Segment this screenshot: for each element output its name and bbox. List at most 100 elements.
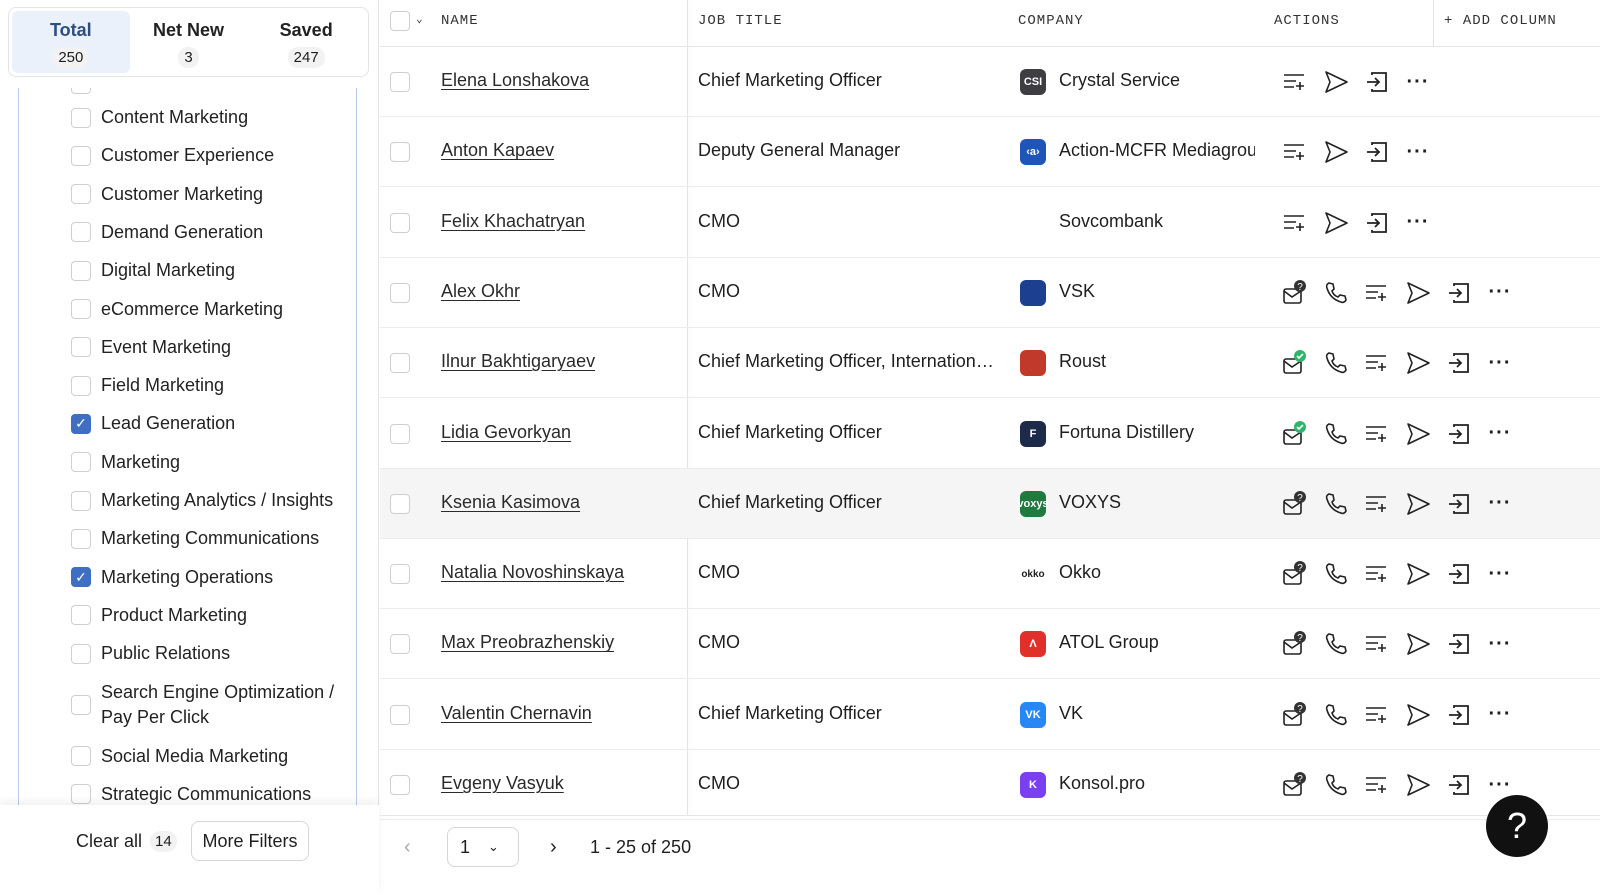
column-header-company[interactable]: COMPANY: [1018, 13, 1084, 29]
export-icon[interactable]: [1444, 419, 1474, 449]
select-all-checkbox[interactable]: [390, 11, 410, 31]
filter-checkbox[interactable]: ✓: [71, 413, 91, 434]
send-icon[interactable]: [1403, 770, 1433, 800]
send-icon[interactable]: [1321, 67, 1351, 97]
filter-option[interactable]: Marketing Communications: [71, 526, 341, 551]
phone-icon[interactable]: [1321, 419, 1351, 449]
contact-name-link[interactable]: Natalia Novoshinskaya: [441, 562, 625, 583]
export-icon[interactable]: [1362, 137, 1392, 167]
filter-option[interactable]: Strategic Communications: [71, 782, 341, 805]
export-icon[interactable]: [1444, 278, 1474, 308]
more-options-icon[interactable]: ···: [1488, 632, 1512, 655]
more-options-icon[interactable]: ···: [1488, 281, 1512, 304]
filter-option[interactable]: Product Marketing: [71, 603, 341, 628]
send-icon[interactable]: [1403, 278, 1433, 308]
filter-option[interactable]: Event Marketing: [71, 335, 341, 360]
row-checkbox[interactable]: [390, 493, 410, 514]
export-icon[interactable]: [1444, 770, 1474, 800]
filter-option[interactable]: Demand Generation: [71, 220, 341, 245]
column-header-name[interactable]: NAME: [441, 13, 479, 29]
contact-name-link[interactable]: Anton Kapaev: [441, 140, 555, 161]
add-to-list-icon[interactable]: [1362, 419, 1392, 449]
row-checkbox[interactable]: [390, 72, 410, 92]
unverified-email-icon[interactable]: ?: [1280, 770, 1310, 800]
export-icon[interactable]: [1444, 700, 1474, 730]
filter-checkbox[interactable]: [71, 746, 91, 766]
add-column-button[interactable]: + ADD COLUMN: [1444, 13, 1557, 29]
row-checkbox[interactable]: [390, 634, 410, 655]
export-icon[interactable]: [1444, 559, 1474, 589]
send-icon[interactable]: [1403, 419, 1433, 449]
send-icon[interactable]: [1403, 559, 1433, 589]
unverified-email-icon[interactable]: ?: [1280, 700, 1310, 730]
contact-name-link[interactable]: Ilnur Bakhtigaryaev: [441, 351, 596, 372]
filter-checkbox[interactable]: [71, 452, 91, 473]
unverified-email-icon[interactable]: ?: [1280, 559, 1310, 589]
more-options-icon[interactable]: ···: [1406, 140, 1430, 163]
export-icon[interactable]: [1362, 208, 1392, 238]
filter-option[interactable]: Marketing: [71, 450, 341, 475]
company-name[interactable]: Roust: [1059, 351, 1107, 372]
filter-option[interactable]: Social Media Marketing: [71, 744, 341, 769]
contact-name-link[interactable]: Lidia Gevorkyan: [441, 421, 572, 442]
contact-name-link[interactable]: Evgeny Vasyuk: [441, 773, 564, 793]
send-icon[interactable]: [1321, 137, 1351, 167]
filter-checkbox[interactable]: [71, 299, 91, 319]
filter-checkbox[interactable]: [71, 375, 91, 396]
row-checkbox[interactable]: [390, 212, 410, 233]
send-icon[interactable]: [1403, 629, 1433, 659]
row-checkbox[interactable]: [390, 564, 410, 585]
row-checkbox[interactable]: [390, 423, 410, 444]
phone-icon[interactable]: [1321, 559, 1351, 589]
phone-icon[interactable]: [1321, 348, 1351, 378]
phone-icon[interactable]: [1321, 700, 1351, 730]
send-icon[interactable]: [1403, 700, 1433, 730]
company-name[interactable]: Fortuna Distillery: [1059, 421, 1195, 442]
filter-checkbox[interactable]: [71, 260, 91, 281]
filter-checkbox[interactable]: [71, 490, 91, 511]
company-name[interactable]: VK: [1059, 702, 1084, 723]
contact-name-link[interactable]: Max Preobrazhenskiy: [441, 632, 615, 653]
contact-name-link[interactable]: Felix Khachatryan: [441, 210, 586, 231]
row-checkbox[interactable]: [390, 353, 410, 374]
select-menu-chevron-icon[interactable]: ⌄: [416, 14, 424, 26]
filter-checkbox[interactable]: [71, 337, 91, 358]
add-to-list-icon[interactable]: [1280, 137, 1310, 167]
filter-checkbox[interactable]: [71, 107, 91, 128]
add-to-list-icon[interactable]: [1362, 489, 1392, 519]
phone-icon[interactable]: [1321, 489, 1351, 519]
company-name[interactable]: Action-MCFR Mediagroup: [1059, 140, 1255, 161]
add-to-list-icon[interactable]: [1362, 770, 1392, 800]
verified-email-icon[interactable]: [1280, 419, 1310, 449]
filter-checkbox[interactable]: [71, 605, 91, 626]
tab-saved[interactable]: Saved 247: [247, 11, 365, 73]
company-name[interactable]: Okko: [1059, 562, 1102, 583]
add-to-list-icon[interactable]: [1362, 629, 1392, 659]
clear-all-button[interactable]: Clear all 14: [76, 831, 177, 852]
more-filters-button[interactable]: More Filters: [191, 821, 309, 861]
filter-option[interactable]: ✓ Lead Generation: [71, 411, 341, 436]
filter-option[interactable]: Search Engine Optimization / Pay Per Cli…: [71, 680, 341, 730]
export-icon[interactable]: [1444, 629, 1474, 659]
help-button[interactable]: ?: [1486, 795, 1548, 857]
filter-option[interactable]: Content Marketing: [71, 105, 341, 130]
filter-checkbox[interactable]: [71, 528, 91, 549]
filter-checkbox[interactable]: [71, 88, 91, 94]
add-to-list-icon[interactable]: [1362, 348, 1392, 378]
filter-option[interactable]: eCommerce Marketing: [71, 297, 341, 322]
company-name[interactable]: Crystal Service: [1059, 70, 1181, 90]
filter-checkbox[interactable]: ✓: [71, 567, 91, 588]
company-name[interactable]: Sovcombank: [1059, 210, 1164, 231]
verified-email-icon[interactable]: [1280, 348, 1310, 378]
filter-checkbox[interactable]: [71, 694, 91, 715]
tab-total[interactable]: Total 250: [12, 11, 130, 73]
filter-option[interactable]: Field Marketing: [71, 373, 341, 398]
filter-checkbox[interactable]: [71, 643, 91, 664]
unverified-email-icon[interactable]: ?: [1280, 489, 1310, 519]
contact-name-link[interactable]: Alex Okhr: [441, 280, 521, 301]
more-options-icon[interactable]: ···: [1488, 773, 1512, 796]
row-checkbox[interactable]: [390, 775, 410, 795]
company-name[interactable]: Konsol.pro: [1059, 773, 1146, 793]
filter-option[interactable]: Customer Marketing: [71, 182, 341, 207]
job-function-filter-list[interactable]: Content Marketing Customer Experience Cust…: [18, 88, 357, 805]
